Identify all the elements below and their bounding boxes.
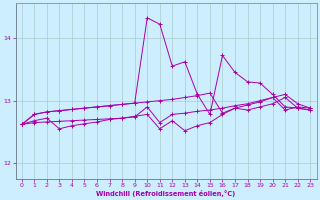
X-axis label: Windchill (Refroidissement éolien,°C): Windchill (Refroidissement éolien,°C) [96,190,236,197]
